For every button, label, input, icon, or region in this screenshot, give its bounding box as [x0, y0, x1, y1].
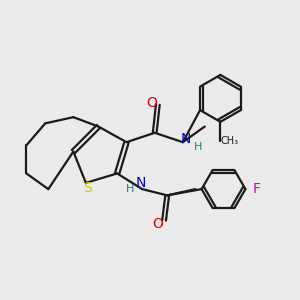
Text: CH₃: CH₃ [221, 136, 239, 146]
Text: F: F [252, 182, 260, 196]
Text: O: O [146, 96, 157, 110]
Text: S: S [83, 181, 92, 194]
Text: N: N [135, 176, 146, 190]
Text: N: N [181, 132, 191, 146]
Text: O: O [152, 217, 163, 230]
Text: H: H [194, 142, 203, 152]
Text: H: H [125, 184, 134, 194]
